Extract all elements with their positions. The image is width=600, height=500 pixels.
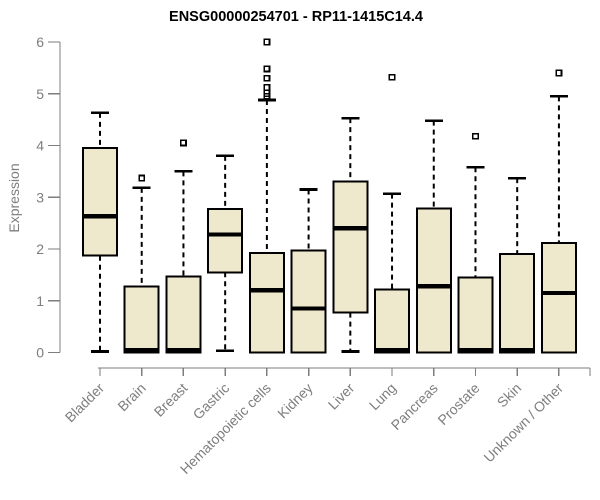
y-tick-label: 0 — [36, 345, 44, 361]
outlier-point — [388, 73, 396, 81]
box-group-breast — [165, 139, 202, 354]
iqr-box — [457, 276, 494, 354]
x-category-label: Brain — [114, 380, 148, 414]
chart-title: ENSG00000254701 - RP11-1415C14.4 — [169, 9, 423, 25]
outlier-point — [263, 65, 271, 73]
outlier-point — [180, 139, 187, 147]
y-tick-label: 2 — [36, 241, 44, 257]
iqr-box — [248, 252, 285, 354]
iqr-box — [415, 207, 452, 354]
box-group-hematopoietic-cells — [248, 38, 285, 354]
x-category-label: Breast — [151, 380, 191, 420]
iqr-box — [374, 288, 411, 354]
y-tick-label: 3 — [36, 189, 44, 205]
y-tick-label: 6 — [36, 34, 44, 50]
iqr-box — [123, 285, 160, 354]
x-category-label: Unknown / Other — [480, 380, 566, 466]
iqr-box — [540, 241, 577, 354]
x-category-label: Lung — [366, 380, 399, 413]
iqr-box — [165, 275, 202, 354]
outlier-point — [138, 174, 146, 182]
box-group-lung — [374, 73, 411, 354]
box-group-liver — [332, 116, 369, 353]
iqr-box — [290, 249, 327, 354]
outlier-point — [263, 38, 271, 46]
y-tick-label: 5 — [36, 86, 44, 102]
box-group-prostate — [457, 132, 494, 354]
outlier-point — [263, 74, 271, 82]
x-category-label: Skin — [494, 380, 525, 411]
box-group-skin — [499, 176, 536, 354]
iqr-box — [82, 147, 118, 257]
x-category-label: Liver — [325, 380, 358, 413]
boxes — [82, 38, 577, 354]
outlier-point — [263, 84, 271, 91]
x-category-label: Bladder — [62, 380, 108, 426]
box-group-kidney — [290, 188, 327, 354]
box-group-bladder — [82, 111, 118, 353]
outlier-point — [555, 69, 563, 77]
x-category-label: Kidney — [274, 380, 316, 422]
y-tick-label: 4 — [36, 138, 44, 154]
y-tick-label: 1 — [36, 293, 44, 309]
y-axis-title: Expression — [6, 163, 22, 232]
box-group-gastric — [207, 154, 244, 353]
iqr-box — [207, 208, 244, 274]
x-category-label: Prostate — [434, 380, 482, 428]
box-group-brain — [123, 174, 160, 354]
iqr-box — [332, 180, 369, 314]
box-group-pancreas — [415, 119, 452, 354]
box-group-unknown-other — [540, 69, 577, 354]
iqr-box — [499, 253, 536, 354]
outlier-point — [472, 132, 479, 140]
